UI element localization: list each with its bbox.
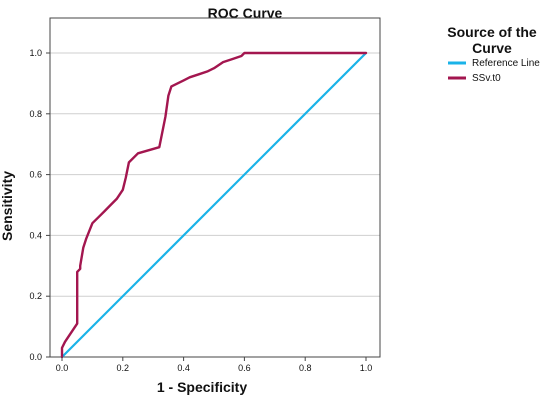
axes-layer	[49, 17, 381, 358]
y-tick-label: 1.0	[29, 48, 42, 58]
x-tick-label: 0.6	[238, 363, 251, 373]
roc-curve-line	[60, 51, 368, 359]
x-tick-label: 0.4	[177, 363, 190, 373]
y-axis-label: Sensitivity	[0, 171, 15, 241]
y-tick-label: 0.8	[29, 109, 42, 119]
y-tick-label: 0.6	[29, 170, 42, 180]
x-tick-label: 1.0	[360, 363, 373, 373]
y-tick-label: 0.2	[29, 291, 42, 301]
legend-title-line2: Curve	[472, 40, 512, 56]
legend-label-reference-line: Reference Line	[472, 58, 540, 69]
reference-line	[60, 51, 368, 359]
legend-label-roc-curve: SSv.t0	[472, 73, 501, 84]
x-axis-label: 1 - Specificity	[157, 379, 247, 395]
series-layer	[60, 51, 368, 359]
chart-title: ROC Curve	[208, 5, 283, 21]
y-tick-label: 0.0	[29, 352, 42, 362]
x-tick-label: 0.0	[56, 363, 69, 373]
x-tick-label: 0.2	[117, 363, 130, 373]
y-tick-label: 0.4	[29, 230, 42, 240]
legend: Source of the Curve Reference Line SSv.t0	[447, 24, 540, 84]
legend-title-line1: Source of the	[447, 24, 537, 40]
x-tick-label: 0.8	[299, 363, 312, 373]
legend-items: Reference Line SSv.t0	[448, 58, 540, 84]
ticks-layer: 0.0 0.2 0.4 0.6 0.8 1.0 0.0 0.2 0.4 0.6 0.8 1.0	[29, 48, 372, 373]
plot-frame	[49, 17, 381, 358]
grid-layer	[50, 52, 380, 297]
